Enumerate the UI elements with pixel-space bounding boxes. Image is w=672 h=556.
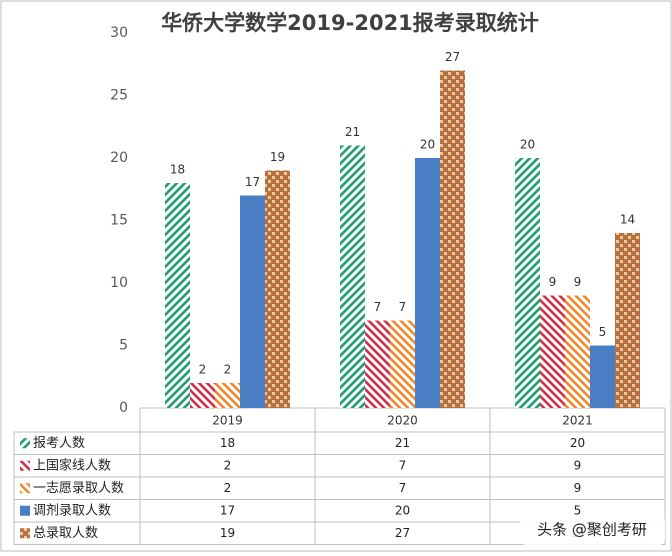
table-cell: 7 [399,458,407,472]
bar [240,195,265,408]
table-cell: 20 [395,503,410,517]
data-label: 20 [420,138,435,152]
legend-label: 调剂录取人数 [33,503,111,518]
table-cell: 9 [574,481,582,495]
watermark: 头条 @聚创考研 [537,521,647,539]
bar [265,170,290,408]
table-cell: 17 [220,503,235,517]
data-label: 7 [399,300,407,314]
legend-swatch [20,483,30,494]
data-label: 2 [224,363,232,377]
table-cell: 19 [220,526,235,540]
bar [615,233,640,408]
y-tick-label: 10 [110,275,128,291]
y-tick-label: 25 [110,88,128,104]
x-tick-label: 2021 [562,414,593,428]
table-cell: 21 [395,436,410,450]
legend-swatch [20,505,30,516]
bar [390,320,415,408]
table-cell: 9 [574,458,582,472]
watermark-bg [520,515,665,545]
legend-label: 总录取人数 [33,526,98,541]
data-label: 9 [549,275,557,289]
table-cell: 2 [224,458,232,472]
y-tick-label: 5 [119,338,128,354]
bar [190,383,215,408]
legend-label: 报考人数 [33,436,85,451]
x-tick-label: 2020 [387,414,418,428]
table-cell: 18 [220,436,235,450]
y-tick-label: 20 [110,150,128,166]
table-cell: 5 [574,503,582,517]
data-label: 20 [520,138,535,152]
legend-label: 一志愿录取人数 [33,481,124,496]
chart-title: 华侨大学数学2019-2021报考录取统计 [161,11,539,35]
data-label: 27 [445,50,460,64]
table-cell: 7 [399,481,407,495]
bar [515,158,540,408]
y-tick-label: 30 [110,25,128,41]
data-label: 19 [270,150,285,164]
legend-swatch [20,528,30,539]
legend-swatch [20,438,30,449]
data-label: 5 [599,325,607,339]
bar [165,183,190,408]
bar [590,345,615,408]
table-cell: 20 [570,436,585,450]
bar [440,70,465,408]
x-tick-label: 2019 [212,414,243,428]
data-label: 18 [170,163,185,177]
y-tick-label: 15 [110,213,128,229]
bar [415,158,440,408]
bar [540,295,565,408]
bar [565,295,590,408]
y-tick-label: 0 [119,400,128,416]
data-label: 21 [345,125,360,139]
legend-swatch [20,460,30,471]
bar [365,320,390,408]
table-cell: 2 [224,481,232,495]
data-label: 2 [199,363,207,377]
data-label: 9 [574,275,582,289]
legend-label: 上国家线人数 [33,457,111,473]
data-label: 7 [374,300,382,314]
data-label: 14 [620,213,635,227]
data-label: 17 [245,175,260,189]
bar [215,383,240,408]
bar [340,145,365,408]
table-cell: 27 [395,526,410,540]
